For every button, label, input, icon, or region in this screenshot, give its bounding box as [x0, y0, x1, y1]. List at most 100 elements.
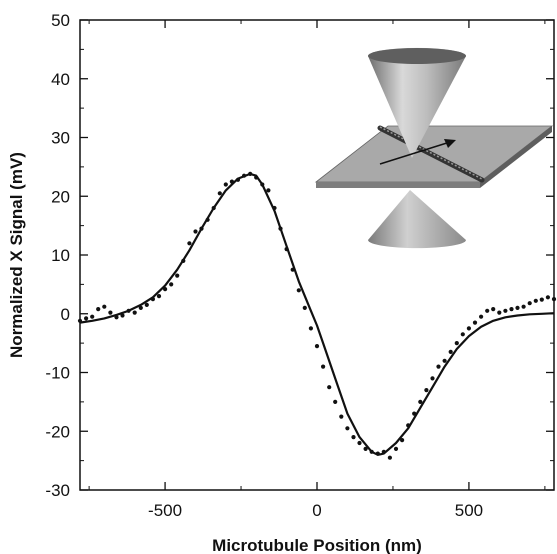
data-point [266, 188, 271, 193]
data-point [339, 414, 344, 419]
data-point [114, 315, 119, 320]
data-point [169, 282, 174, 287]
data-point [296, 288, 301, 293]
data-point [163, 287, 168, 292]
x-tick-label: -500 [148, 501, 182, 520]
data-point [181, 258, 186, 263]
data-point [497, 310, 502, 315]
data-point [120, 313, 125, 318]
plot-area: -30 -20 -10 0 10 20 30 40 50 -500 0 500 [45, 11, 557, 520]
data-point [272, 205, 277, 211]
data-point [278, 226, 283, 231]
data-point [460, 332, 465, 337]
data-point [327, 385, 332, 390]
data-point [84, 316, 89, 321]
data-point [248, 171, 253, 176]
data-point [351, 435, 356, 440]
data-point [424, 388, 429, 393]
microtubule [377, 125, 485, 183]
data-point [217, 191, 222, 196]
data-point [211, 205, 216, 211]
fit-line [79, 172, 555, 456]
data-point [479, 314, 484, 319]
data-point [375, 451, 380, 456]
scan-direction-arrow [379, 141, 451, 165]
y-tick-label: 20 [51, 187, 70, 206]
y-tick-label: -30 [45, 481, 70, 500]
data-point [193, 229, 198, 234]
data-point [551, 297, 557, 302]
data-point [314, 344, 320, 349]
data-point [126, 308, 131, 313]
data-point [229, 179, 234, 184]
data-point [302, 305, 307, 310]
y-tick-label: 0 [61, 305, 70, 324]
data-point [223, 182, 228, 187]
data-point [400, 438, 405, 443]
data-point [108, 310, 113, 315]
data-point [454, 341, 459, 346]
x-tick-label: 0 [312, 501, 321, 520]
y-axis-title: Normalized X Signal (mV) [7, 152, 26, 358]
data-point [242, 173, 247, 178]
arrow-head-icon [444, 139, 456, 148]
data-point [485, 308, 490, 313]
data-point [138, 305, 143, 310]
data-point [466, 326, 471, 331]
upper-light-cone [368, 47, 466, 159]
lower-light-cone [368, 190, 466, 249]
data-point [187, 241, 192, 246]
data-point [260, 182, 265, 187]
y-tick-label: 10 [51, 246, 70, 265]
microtubule-highlight [379, 126, 483, 180]
ticks-layer: -30 -20 -10 0 10 20 30 40 50 -500 0 500 [45, 11, 554, 520]
data-point [545, 295, 551, 300]
data-point [442, 358, 447, 363]
y-tick-label: 30 [51, 129, 70, 148]
slide-edge-front [316, 182, 480, 188]
x-axis-title: Microtubule Position (nm) [212, 536, 422, 554]
data-point [448, 349, 453, 354]
data-point [436, 364, 441, 369]
x-tick-label: 500 [455, 501, 483, 520]
data-point [393, 446, 399, 451]
data-point [521, 304, 526, 309]
upper-cone-top [368, 48, 466, 64]
data-point [369, 449, 374, 454]
data-point [418, 399, 423, 404]
data-point [321, 364, 326, 369]
data-point [412, 411, 417, 416]
data-point [533, 298, 538, 303]
data-point [509, 307, 514, 312]
data-point [254, 175, 259, 180]
plot-frame [79, 19, 555, 491]
data-point [144, 302, 149, 307]
y-tick-label: 40 [51, 70, 70, 89]
data-point [363, 446, 368, 451]
data-point [387, 455, 392, 460]
data-point [515, 305, 520, 310]
slide-edge-side [480, 126, 552, 188]
data-point [472, 320, 478, 325]
data-point [102, 304, 107, 309]
data-point [539, 297, 544, 302]
data-point [205, 217, 210, 222]
data-point [175, 273, 180, 278]
data-point [199, 226, 204, 231]
data-point [77, 318, 83, 323]
data-point [90, 314, 95, 319]
data-point [357, 440, 362, 446]
data-layer [77, 171, 557, 460]
data-point [491, 307, 496, 312]
optical-trap-inset-diagram [314, 47, 554, 249]
data-point [381, 449, 386, 454]
data-point [290, 267, 295, 272]
data-point [333, 399, 338, 404]
data-point [156, 294, 162, 299]
data-point [96, 307, 101, 312]
data-point [308, 326, 313, 331]
y-tick-label: 50 [51, 11, 70, 30]
y-tick-label: -20 [45, 422, 70, 441]
data-point [235, 177, 241, 182]
